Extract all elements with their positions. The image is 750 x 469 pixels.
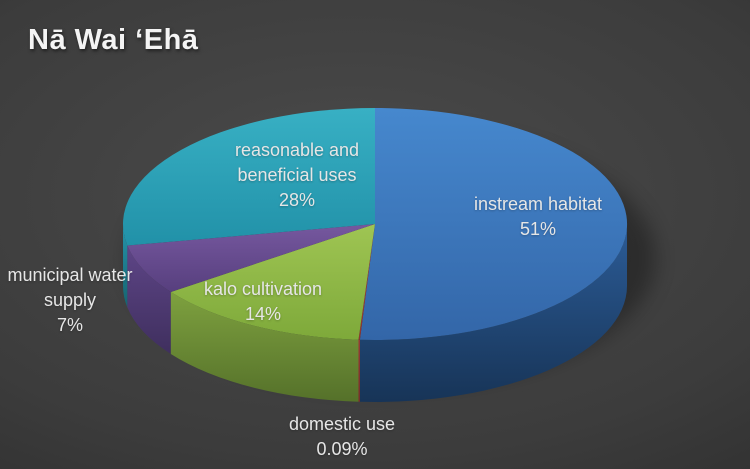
- pie-slice-reasonable-and-beneficial-uses: [122, 108, 375, 246]
- pie-slice-side-kalo-cultivation: [170, 292, 359, 402]
- pie-slice-municipal-water-supply: [127, 224, 375, 292]
- slice-label-value: 7%: [56, 315, 83, 335]
- slice-label-reasonable-and-beneficial-uses: reasonable and beneficial uses 28%: [235, 138, 359, 213]
- slice-label-value: 51%: [519, 219, 557, 239]
- slice-label-kalo-cultivation: kalo cultivation 14%: [204, 277, 322, 327]
- chart-title: Nā Wai ʻEhā: [28, 24, 199, 56]
- slice-label-line: instream habitat: [473, 194, 603, 214]
- slice-label-line: reasonable and: [234, 140, 360, 160]
- slice-label-line: supply: [43, 290, 97, 310]
- slice-label-domestic-use: domestic use 0.09%: [289, 412, 395, 462]
- slice-label-line: kalo cultivation: [203, 279, 323, 299]
- slice-label-line: municipal water: [7, 265, 133, 285]
- slice-label-value: 0.09%: [316, 439, 368, 459]
- pie-slice-kalo-cultivation: [170, 224, 375, 340]
- slice-label-value: 14%: [244, 304, 282, 324]
- pie-slice-side-instream-habitat: [359, 224, 627, 402]
- pie-slice-side-municipal-water-supply: [127, 245, 171, 354]
- pie-slice-side-domestic-use: [358, 339, 360, 402]
- pie-slice-side-reasonable-and-beneficial-uses: [122, 224, 128, 308]
- pie-slice-instream-habitat: [359, 108, 628, 341]
- slice-label-line: domestic use: [288, 414, 396, 434]
- slice-label-line: beneficial uses: [237, 165, 357, 185]
- slice-label-instream-habitat: instream habitat 51%: [474, 192, 602, 242]
- slice-label-municipal-water-supply: municipal water supply 7%: [7, 263, 132, 338]
- pie-slice-domestic-use: [358, 224, 375, 340]
- slice-label-value: 28%: [278, 190, 316, 210]
